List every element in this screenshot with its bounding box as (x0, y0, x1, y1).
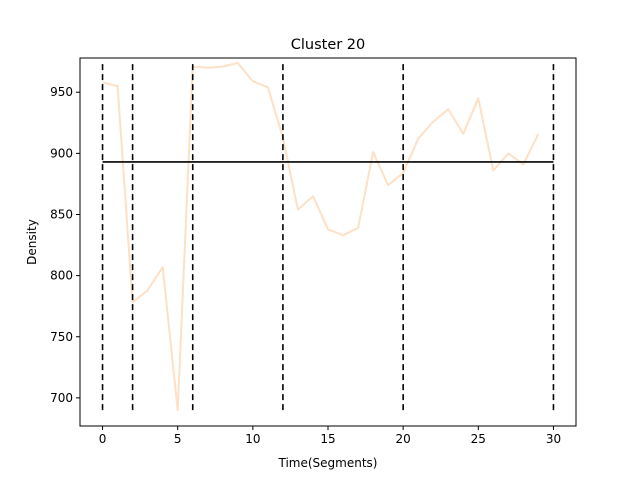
x-axis: 0 5 10 15 20 25 30 (99, 426, 561, 446)
x-tick-label: 5 (174, 432, 182, 446)
y-tick-label: 950 (50, 85, 73, 99)
y-tick-label: 750 (50, 330, 73, 344)
x-tick-label: 20 (396, 432, 411, 446)
x-tick-label: 25 (471, 432, 486, 446)
y-axis: 700 750 800 850 900 950 (50, 85, 80, 405)
y-axis-label: Density (25, 219, 39, 265)
x-tick-label: 15 (320, 432, 335, 446)
x-tick-label: 10 (245, 432, 260, 446)
series-line-0 (102, 61, 540, 412)
chart-title: Cluster 20 (291, 37, 366, 53)
y-tick-label: 850 (50, 207, 73, 221)
y-tick-label: 900 (50, 146, 73, 160)
y-tick-label: 700 (50, 391, 73, 405)
plot-area (101, 61, 555, 412)
y-tick-label: 800 (50, 269, 73, 283)
x-tick-label: 0 (99, 432, 107, 446)
x-axis-label: Time(Segments) (278, 456, 378, 470)
x-tick-label: 30 (546, 432, 561, 446)
